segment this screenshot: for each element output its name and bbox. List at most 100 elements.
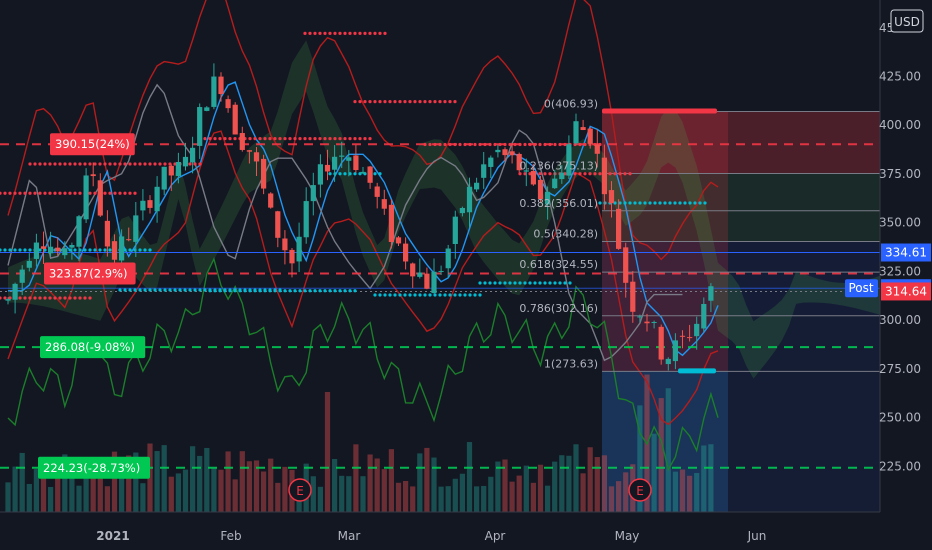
conversion-line: [8, 81, 719, 357]
fib-label: 0.786(302.16): [519, 302, 598, 315]
volume-bar: [26, 483, 32, 512]
level-dot: [438, 100, 442, 104]
level-dot: [473, 293, 477, 297]
candle-body: [601, 157, 607, 195]
level-dot: [438, 142, 442, 147]
volume-bar: [687, 475, 693, 512]
level-dot: [233, 288, 237, 292]
candle-body: [658, 326, 664, 360]
candle-body: [154, 186, 160, 212]
level-dot: [543, 142, 547, 147]
level-dot: [303, 31, 307, 35]
level-dot: [398, 293, 402, 297]
level-dot: [518, 281, 522, 285]
y-tick-label: 375.00: [879, 167, 921, 181]
level-dot: [8, 191, 12, 195]
volume-bar: [665, 388, 671, 512]
fib-label: 0.618(324.55): [519, 258, 598, 271]
level-dot: [303, 137, 307, 141]
y-tick-label: 250.00: [879, 411, 921, 425]
projection-box: [602, 371, 728, 512]
level-dot: [73, 296, 77, 300]
level-dot: [0, 248, 2, 252]
level-dot: [163, 162, 167, 166]
level-dot: [133, 288, 137, 292]
candle-body: [197, 107, 203, 146]
level-dot: [93, 191, 97, 195]
volume-bar: [253, 460, 260, 512]
volume-bar: [324, 392, 331, 512]
level-dot: [118, 288, 122, 292]
level-dot: [443, 293, 447, 297]
fib-label: 1(273.63): [544, 357, 598, 370]
candle-body: [104, 220, 110, 247]
level-dot: [383, 31, 387, 35]
level-dot: [188, 162, 192, 166]
level-dot: [338, 137, 342, 141]
level-dot: [348, 137, 352, 141]
volume-bar: [40, 474, 47, 512]
level-dot: [633, 201, 637, 205]
level-dot: [368, 137, 372, 141]
level-dot: [418, 100, 422, 104]
candle-body: [182, 156, 189, 167]
level-dot: [463, 293, 467, 297]
level-dot: [493, 142, 497, 147]
level-dot: [353, 137, 357, 141]
level-dot: [283, 289, 287, 293]
level-dot: [308, 31, 312, 35]
level-dot: [458, 142, 462, 147]
level-dot: [548, 172, 552, 176]
level-dot: [208, 137, 212, 141]
level-dot: [53, 191, 57, 195]
level-dot: [43, 296, 47, 300]
level-dot: [578, 142, 582, 147]
volume-bar: [509, 481, 515, 512]
level-dot: [378, 100, 382, 104]
candle-body: [90, 174, 96, 177]
volume-bar: [90, 467, 96, 512]
candle-body: [211, 76, 217, 107]
level-dot: [583, 142, 587, 147]
level-dot: [373, 172, 377, 176]
level-dot: [618, 172, 622, 176]
candle-body: [623, 247, 629, 283]
level-label-text: 224.23(-28.73%): [43, 461, 140, 475]
volume-bar: [388, 449, 394, 512]
candle-body: [55, 247, 61, 252]
candle-body: [687, 337, 693, 339]
volume-bar: [339, 475, 345, 512]
level-dot: [13, 191, 17, 195]
level-dot: [158, 288, 162, 292]
level-dot: [173, 162, 177, 166]
level-dot: [353, 31, 357, 35]
level-dot: [358, 31, 362, 35]
volume-bar: [104, 486, 110, 512]
candle-body: [417, 272, 423, 277]
level-dot: [273, 288, 277, 292]
candle-body: [388, 204, 394, 242]
volume-bar: [133, 452, 139, 512]
currency-button[interactable]: USD: [890, 9, 924, 33]
level-dot: [453, 293, 457, 297]
level-dot: [393, 100, 397, 104]
level-dot: [43, 162, 47, 166]
level-dot: [573, 172, 577, 176]
level-dot: [173, 288, 177, 292]
level-dot: [128, 162, 132, 166]
volume-bar: [679, 469, 686, 512]
y-tick-label: 325.00: [879, 264, 921, 278]
level-dot: [138, 248, 142, 252]
candle-body: [332, 156, 338, 170]
indicator-lines: [7, 0, 719, 472]
level-dot: [213, 288, 217, 292]
candle-body: [360, 171, 366, 174]
level-dot: [428, 100, 432, 104]
x-axis-ticks: 2021 Feb Mar Apr May Jun: [96, 529, 766, 543]
level-dot: [393, 293, 397, 297]
level-dot: [333, 289, 337, 293]
level-dot: [343, 289, 347, 293]
level-dot: [33, 296, 37, 300]
level-dot: [108, 191, 112, 195]
